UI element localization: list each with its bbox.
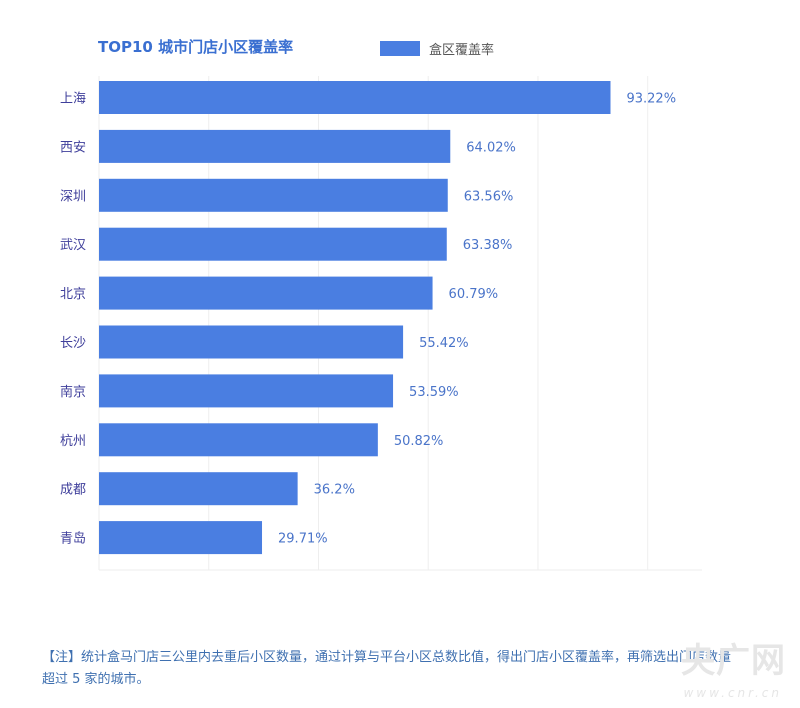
bar — [99, 423, 378, 457]
category-label: 武汉 — [60, 238, 86, 253]
bar — [99, 521, 263, 555]
value-label: 63.38% — [463, 238, 513, 253]
value-label: 29.71% — [278, 532, 328, 547]
bar — [99, 129, 451, 163]
bar — [99, 276, 433, 310]
value-label: 64.02% — [466, 140, 516, 155]
value-label: 53.59% — [409, 385, 459, 400]
chart-title: TOP10 城市门店小区覆盖率 — [98, 38, 294, 56]
value-label: 55.42% — [419, 336, 469, 351]
bar-chart: 上海 93.22% 西安 64.02% 深圳 63.56% 武汉 63.38% 北京 60.79%… — [60, 76, 702, 571]
category-label: 深圳 — [60, 189, 86, 204]
bar — [99, 227, 447, 261]
category-label: 南京 — [60, 384, 86, 400]
bar — [99, 325, 404, 359]
watermark-url: www.cnr.cn — [683, 686, 782, 700]
legend: 盒区覆盖率 — [380, 39, 494, 58]
category-label: 杭州 — [60, 434, 86, 449]
bar — [99, 178, 448, 212]
category-label: 青岛 — [60, 531, 86, 547]
footnote: 【注】统计盒马门店三公里内去重后小区数量，通过计算与平台小区总数比值，得出门店小… — [42, 650, 732, 687]
category-label: 北京 — [60, 287, 86, 302]
bars-layer: 上海 93.22% 西安 64.02% 深圳 63.56% 武汉 63.38% 北京 60.79%… — [60, 81, 676, 555]
category-label: 西安 — [60, 140, 86, 155]
value-label: 50.82% — [394, 434, 444, 449]
category-label: 长沙 — [60, 336, 86, 351]
category-label: 上海 — [60, 92, 86, 107]
bar — [99, 374, 394, 408]
category-label: 成都 — [60, 483, 86, 498]
legend-swatch — [380, 41, 420, 56]
legend-label: 盒区覆盖率 — [429, 43, 495, 58]
watermark-logo: 央广网 — [681, 641, 786, 681]
value-label: 60.79% — [449, 287, 499, 302]
bar — [99, 81, 611, 114]
value-label: 93.22% — [626, 92, 676, 107]
value-label: 63.56% — [464, 189, 514, 204]
value-label: 36.2% — [314, 483, 355, 498]
bar — [99, 472, 298, 506]
